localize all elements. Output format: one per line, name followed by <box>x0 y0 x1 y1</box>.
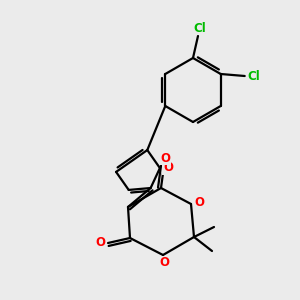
Text: Cl: Cl <box>247 70 260 83</box>
Text: O: O <box>194 196 204 208</box>
Text: O: O <box>95 236 105 250</box>
Text: O: O <box>163 160 173 174</box>
Text: O: O <box>159 256 169 269</box>
Text: Cl: Cl <box>194 22 206 34</box>
Text: O: O <box>160 152 170 164</box>
